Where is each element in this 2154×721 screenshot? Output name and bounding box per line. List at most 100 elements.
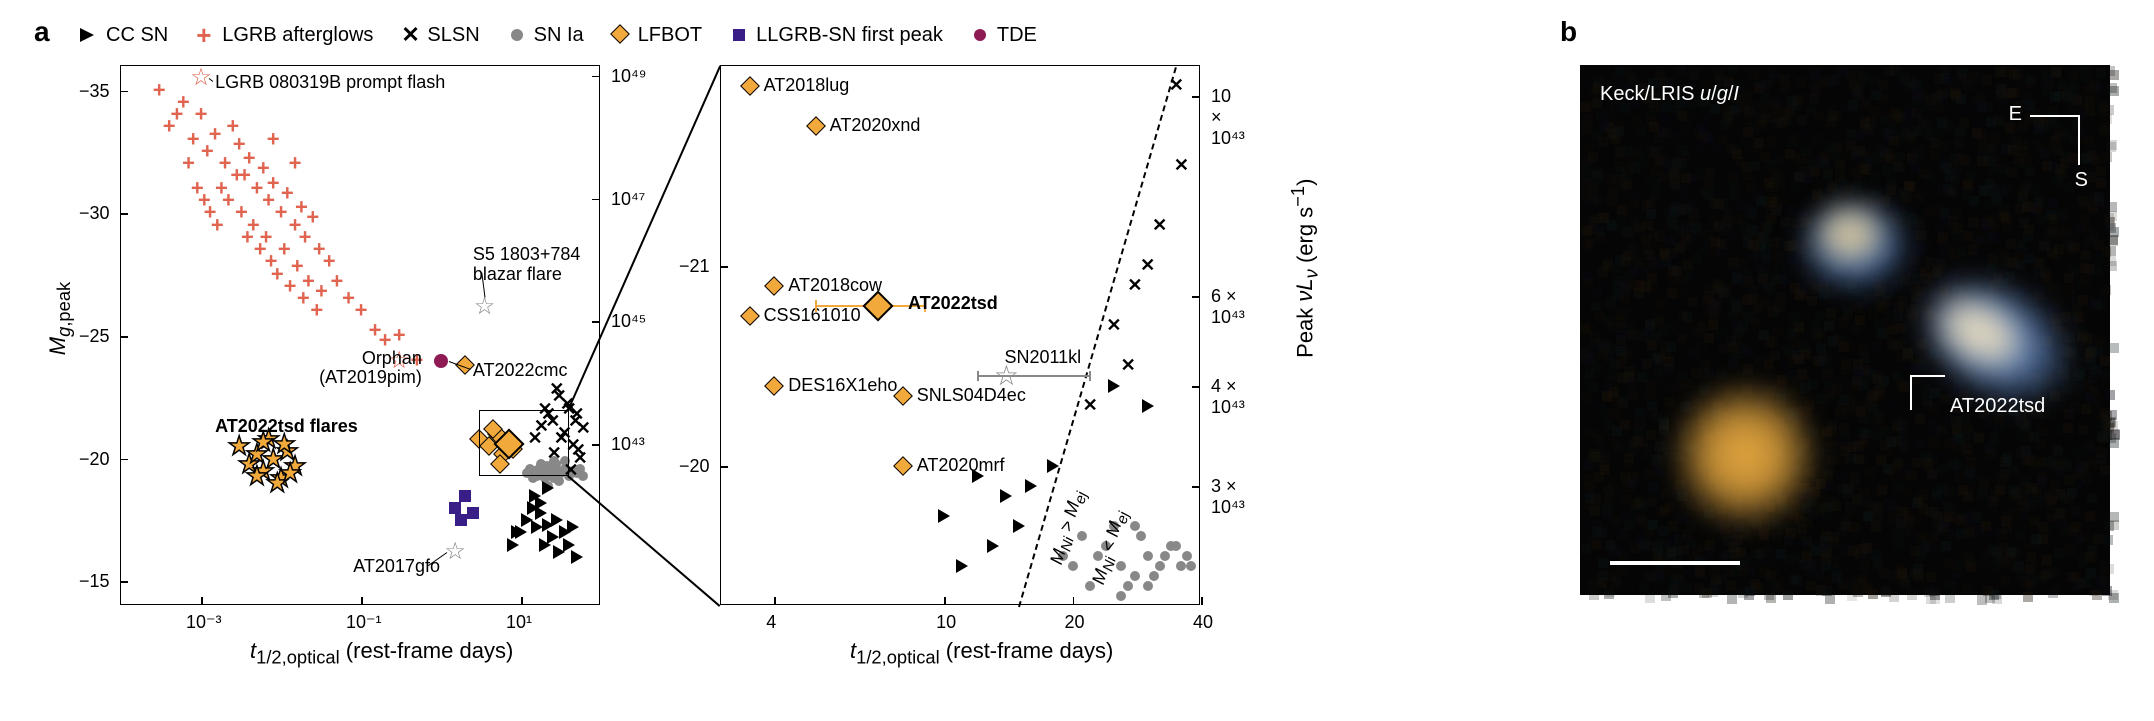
chart-left: 10⁻³10⁻¹10¹−35−30−25−20−1510⁴⁹10⁴⁷10⁴⁵10… (120, 65, 600, 605)
data-point: ✕ (568, 412, 583, 432)
annotation: S5 1803+784blazar flare (473, 245, 581, 285)
data-point (567, 520, 579, 534)
data-point (467, 507, 479, 519)
data-point (1013, 519, 1025, 533)
annotation: CSS161010 (764, 306, 861, 326)
flare-star: ★ (245, 462, 268, 489)
ytick-right: 4 × 10⁴³ (1211, 376, 1245, 418)
data-point: + (211, 214, 224, 237)
ytick: −21 (679, 256, 710, 277)
legend-label: SN Ia (534, 24, 584, 47)
xtick: 20 (1065, 612, 1085, 633)
data-point (1143, 581, 1153, 591)
legend-label: LLGRB-SN first peak (756, 24, 943, 47)
data-point (1182, 551, 1192, 561)
compass-s-label: S (2075, 169, 2088, 192)
lfbot-point (806, 116, 826, 136)
legend: CC SN+LGRB afterglows✕SLSNSN IaLFBOTLLGR… (80, 20, 1120, 50)
galaxy-blob (1810, 200, 1890, 270)
xtick: 10⁻³ (186, 612, 222, 633)
data-point: + (342, 288, 355, 311)
data-point (449, 502, 461, 514)
data-point: + (271, 263, 284, 286)
ytick: −20 (79, 449, 110, 470)
data-point: + (310, 300, 323, 323)
annotation: AT2020xnd (830, 116, 921, 136)
data-point (1166, 541, 1176, 551)
legend-item-llgrb: LLGRB-SN first peak (730, 24, 943, 47)
special-marker: ☆ (444, 540, 466, 564)
data-point: + (243, 148, 256, 171)
data-point: ✕ (1083, 396, 1098, 416)
data-point: + (275, 202, 288, 225)
ytick-right: 6 × 10⁴³ (1211, 286, 1245, 328)
legend-label: SLSN (427, 24, 479, 47)
data-point: ✕ (1106, 316, 1121, 336)
image-panel: Keck/LRIS u/g/IESAT2022tsd (1580, 65, 2110, 595)
xtick: 4 (766, 612, 776, 633)
ytick-right: 10⁴⁵ (611, 311, 646, 332)
ytick: −30 (79, 203, 110, 224)
data-point: + (230, 165, 243, 188)
data-point (1000, 489, 1012, 503)
legend-label: TDE (997, 24, 1037, 47)
data-point: ✕ (571, 441, 586, 461)
legend-item-snia: SN Ia (508, 24, 584, 47)
xlabel-left: t1/2,optical (rest-frame days) (250, 638, 513, 668)
data-point: + (163, 116, 176, 139)
data-point: + (289, 153, 302, 176)
data-point: ✕ (1174, 156, 1189, 176)
legend-item-lfbot: LFBOT (612, 24, 702, 47)
data-point: + (281, 182, 294, 205)
data-point (571, 550, 583, 564)
data-point: + (267, 172, 280, 195)
ytick: −25 (79, 326, 110, 347)
xtick: 10 (936, 612, 956, 633)
annotation: AT2017gfo (353, 557, 440, 577)
legend-label: LFBOT (638, 24, 702, 47)
legend-label: LGRB afterglows (222, 24, 373, 47)
data-point: + (260, 226, 273, 249)
data-point: + (177, 91, 190, 114)
data-point: + (299, 226, 312, 249)
ytick-right: 3 × 10⁴³ (1211, 476, 1245, 518)
annotation: AT2020mrf (917, 456, 1005, 476)
legend-item-tde: TDE (971, 24, 1037, 47)
image-title: Keck/LRIS u/g/I (1600, 83, 1739, 106)
legend-item-cc-sn: CC SN (80, 24, 168, 47)
lfbot-point (764, 376, 784, 396)
data-point (1176, 561, 1186, 571)
data-point (578, 471, 588, 481)
data-point: + (355, 300, 368, 323)
annotation: Orphan(AT2019pim) (319, 349, 422, 389)
data-point (1155, 561, 1165, 571)
data-point: + (187, 128, 200, 151)
data-point (507, 538, 519, 552)
ylabel-right: Peak νLν (erg s−1) (1287, 328, 1323, 358)
lfbot-point (740, 76, 760, 96)
ytick: −20 (679, 456, 710, 477)
galaxy-blob (1670, 380, 1820, 530)
scale-bar (1610, 561, 1740, 565)
data-point (938, 509, 950, 523)
ylabel-left: Mg,peak (45, 325, 75, 355)
data-point (511, 525, 523, 539)
xtick: 40 (1193, 612, 1213, 633)
data-point: + (302, 271, 315, 294)
panel-b-label: b (1560, 16, 1577, 48)
data-point (956, 559, 968, 573)
legend-item-slsn: ✕SLSN (401, 24, 479, 47)
data-point (1142, 399, 1154, 413)
flare-star: ★ (278, 460, 301, 487)
data-point (1130, 571, 1140, 581)
compass-e-line (2030, 115, 2080, 117)
panel-a-label: a (34, 16, 50, 48)
data-point: + (306, 207, 319, 230)
data-point: + (182, 153, 195, 176)
data-point: + (284, 275, 297, 298)
lfbot-point (893, 456, 913, 476)
data-point: + (209, 123, 222, 146)
data-point (459, 490, 471, 502)
ytick: −15 (79, 571, 110, 592)
data-point: + (267, 128, 280, 151)
